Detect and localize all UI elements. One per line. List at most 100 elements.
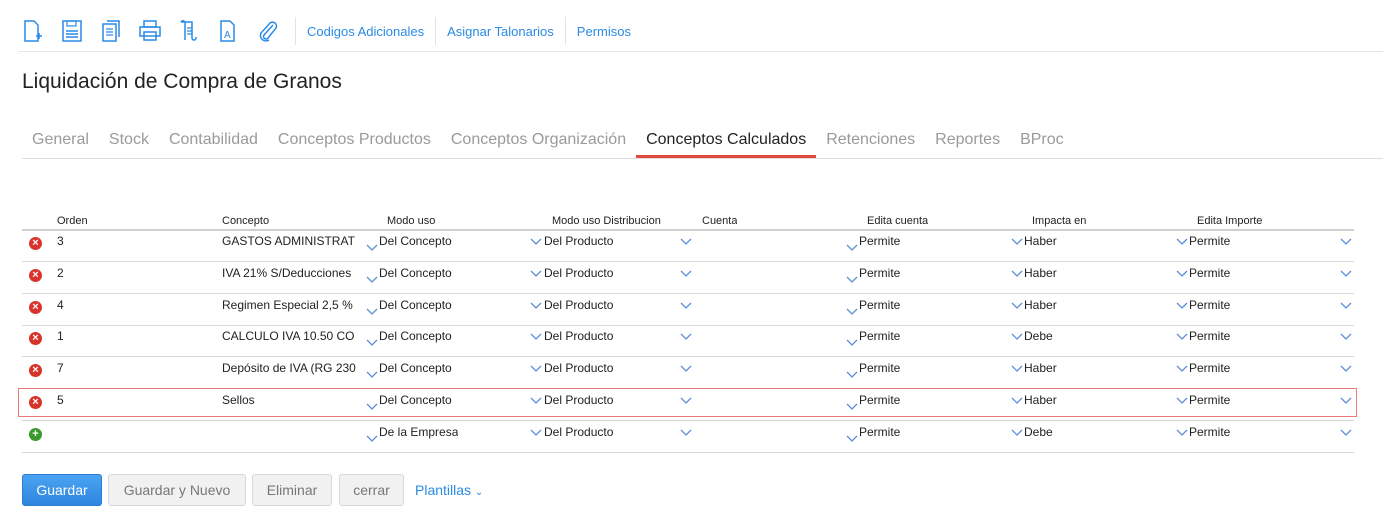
tab-general[interactable]: General <box>32 131 89 148</box>
chevron-down-icon[interactable] <box>366 403 378 411</box>
toolbar-link-permisos[interactable]: Permisos <box>576 23 631 39</box>
chevron-down-icon[interactable] <box>680 270 692 278</box>
cell-edita-cuenta[interactable]: Permite <box>859 234 901 248</box>
cell-impacta[interactable]: Haber <box>1024 393 1057 407</box>
cell-concepto[interactable]: Regimen Especial 2,5 % <box>222 297 353 312</box>
chevron-down-icon[interactable] <box>846 308 858 316</box>
chevron-down-icon[interactable] <box>530 397 542 405</box>
cell-concepto[interactable]: CALCULO IVA 10.50 CO <box>222 329 355 344</box>
chevron-down-icon[interactable] <box>680 302 692 310</box>
cell-concepto[interactable]: GASTOS ADMINISTRAT <box>222 234 355 248</box>
chevron-down-icon[interactable] <box>530 270 542 278</box>
cell-impacta[interactable]: Haber <box>1024 265 1057 280</box>
chevron-down-icon[interactable] <box>1340 238 1352 246</box>
chevron-down-icon[interactable] <box>366 308 378 316</box>
guardar-y-nuevo-button[interactable]: Guardar y Nuevo <box>108 474 246 506</box>
cell-modo-uso[interactable]: Del Concepto <box>379 265 452 280</box>
chevron-down-icon[interactable] <box>366 276 378 284</box>
cell-modo-dist[interactable]: Del Producto <box>544 329 614 344</box>
cell-impacta[interactable]: Haber <box>1024 361 1057 376</box>
cell-edita-importe[interactable]: Permite <box>1189 329 1231 344</box>
chevron-down-icon[interactable] <box>1011 429 1023 437</box>
guardar-button[interactable]: Guardar <box>22 474 102 506</box>
chevron-down-icon[interactable] <box>366 435 378 443</box>
cell-modo-dist[interactable]: Del Producto <box>544 265 614 280</box>
new-document-icon[interactable] <box>22 19 44 43</box>
chevron-down-icon[interactable] <box>1176 397 1188 405</box>
cell-modo-uso[interactable]: Del Concepto <box>379 329 452 344</box>
chevron-down-icon[interactable] <box>1340 365 1352 373</box>
cell-edita-importe[interactable]: Permite <box>1189 424 1231 439</box>
chevron-down-icon[interactable] <box>1340 429 1352 437</box>
add-row-icon[interactable]: + <box>29 427 42 441</box>
tab-stock[interactable]: Stock <box>108 131 149 148</box>
scroll-document-icon[interactable] <box>178 19 200 43</box>
chevron-down-icon[interactable] <box>846 339 858 347</box>
cell-impacta[interactable]: Debe <box>1024 329 1053 344</box>
cell-edita-cuenta[interactable]: Permite <box>859 297 901 312</box>
chevron-down-icon[interactable] <box>1011 270 1023 278</box>
delete-row-icon[interactable]: × <box>29 332 42 346</box>
chevron-down-icon[interactable] <box>846 244 858 252</box>
chevron-down-icon[interactable] <box>680 429 692 437</box>
chevron-down-icon[interactable] <box>530 302 542 310</box>
toolbar-link-asignar-talonarios[interactable]: Asignar Talonarios <box>447 23 554 39</box>
cell-impacta[interactable]: Haber <box>1024 234 1057 248</box>
cell-edita-cuenta[interactable]: Permite <box>859 265 901 280</box>
chevron-down-icon[interactable] <box>1176 270 1188 278</box>
chevron-down-icon[interactable] <box>1340 333 1352 341</box>
chevron-down-icon[interactable] <box>1340 302 1352 310</box>
cell-edita-cuenta[interactable]: Permite <box>859 393 901 407</box>
chevron-down-icon[interactable] <box>1011 397 1023 405</box>
eliminar-button[interactable]: Eliminar <box>252 474 332 506</box>
delete-row-icon[interactable]: × <box>29 396 42 409</box>
chevron-down-icon[interactable] <box>1176 365 1188 373</box>
delete-row-icon[interactable]: × <box>29 300 42 314</box>
cell-edita-cuenta[interactable]: Permite <box>859 424 901 439</box>
chevron-down-icon[interactable] <box>846 276 858 284</box>
tab-reportes[interactable]: Reportes <box>935 131 1001 148</box>
cell-modo-uso[interactable]: Del Concepto <box>379 393 452 407</box>
chevron-down-icon[interactable] <box>1176 302 1188 310</box>
chevron-down-icon[interactable] <box>1176 333 1188 341</box>
document-text-icon[interactable]: A <box>217 19 239 43</box>
chevron-down-icon[interactable] <box>1011 333 1023 341</box>
chevron-down-icon[interactable] <box>680 397 692 405</box>
cerrar-button[interactable]: cerrar <box>339 474 404 506</box>
chevron-down-icon[interactable] <box>1176 429 1188 437</box>
tab-conceptos-productos[interactable]: Conceptos Productos <box>277 131 431 148</box>
cell-concepto[interactable]: Depósito de IVA (RG 230 <box>222 361 356 376</box>
chevron-down-icon[interactable] <box>1340 397 1352 405</box>
cell-modo-uso[interactable]: Del Concepto <box>379 361 452 376</box>
chevron-down-icon[interactable] <box>680 365 692 373</box>
chevron-down-icon[interactable] <box>530 429 542 437</box>
cell-impacta[interactable]: Debe <box>1024 424 1053 439</box>
cell-modo-uso[interactable]: Del Concepto <box>379 297 452 312</box>
chevron-down-icon[interactable] <box>530 365 542 373</box>
cell-edita-cuenta[interactable]: Permite <box>859 361 901 376</box>
cell-edita-importe[interactable]: Permite <box>1189 361 1231 376</box>
chevron-down-icon[interactable] <box>366 244 378 252</box>
chevron-down-icon[interactable] <box>1176 238 1188 246</box>
tab-retenciones[interactable]: Retenciones <box>826 131 916 148</box>
delete-row-icon[interactable]: × <box>29 268 42 282</box>
cell-edita-importe[interactable]: Permite <box>1189 265 1231 280</box>
cell-modo-dist[interactable]: Del Producto <box>544 234 614 248</box>
chevron-down-icon[interactable] <box>1011 238 1023 246</box>
cell-concepto[interactable]: IVA 21% S/Deducciones <box>222 265 352 280</box>
plantillas-dropdown[interactable]: Plantillas ⌄ <box>415 482 483 498</box>
chevron-down-icon[interactable] <box>366 339 378 347</box>
tab-contabilidad[interactable]: Contabilidad <box>168 131 258 148</box>
tab-conceptos-calculados[interactable]: Conceptos Calculados <box>636 128 817 158</box>
cell-modo-uso[interactable]: De la Empresa <box>379 424 459 439</box>
cell-edita-cuenta[interactable]: Permite <box>859 329 901 344</box>
cell-modo-uso[interactable]: Del Concepto <box>379 234 452 248</box>
chevron-down-icon[interactable] <box>366 371 378 379</box>
cell-edita-importe[interactable]: Permite <box>1189 297 1231 312</box>
tab-bproc[interactable]: BProc <box>1020 131 1064 148</box>
save-icon[interactable] <box>61 19 83 43</box>
delete-row-icon[interactable]: × <box>29 237 42 250</box>
print-icon[interactable] <box>139 19 161 43</box>
chevron-down-icon[interactable] <box>1011 365 1023 373</box>
chevron-down-icon[interactable] <box>1340 270 1352 278</box>
